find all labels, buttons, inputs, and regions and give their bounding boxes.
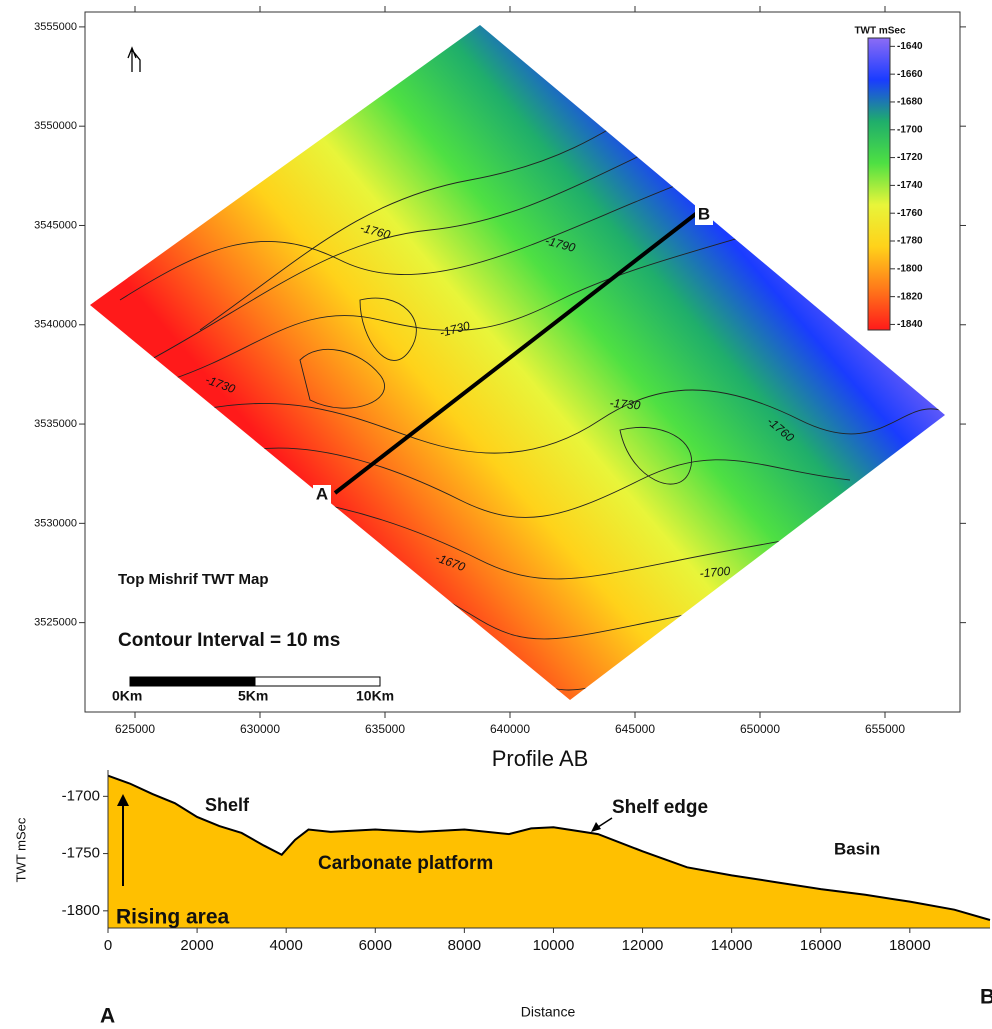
page: Profile AB 625000 630000 635000 640000 64500… (0, 0, 992, 1029)
x-tick-label: 4000 (269, 937, 302, 954)
colorbar-tick-label: -1700 (897, 124, 923, 135)
profile-title: Profile AB (492, 746, 589, 771)
x-tick-label: 625000 (115, 722, 155, 736)
x-tick-label: 650000 (740, 722, 780, 736)
figure: Profile AB 625000 630000 635000 640000 64500… (0, 0, 992, 1029)
point-label: A (316, 484, 328, 503)
north-arrow (128, 48, 140, 72)
y-tick-label: 3530000 (34, 517, 77, 529)
scale-label: 0Km (112, 688, 142, 704)
x-tick-label: 16000 (800, 937, 842, 954)
scale-label: 10Km (356, 688, 394, 704)
x-tick-label: 645000 (615, 722, 655, 736)
colorbar-tick-label: -1760 (897, 208, 923, 219)
twt-surface (90, 25, 945, 700)
annotation: Rising area (116, 906, 230, 929)
x-tick-label: 6000 (359, 937, 392, 954)
annotation: Carbonate platform (318, 853, 493, 874)
x-tick-label: 8000 (448, 937, 481, 954)
x-tick-label: 635000 (365, 722, 405, 736)
colorbar-tick-label: -1660 (897, 69, 923, 80)
y-tick-label: 3525000 (34, 617, 77, 629)
colorbar-tick-label: -1680 (897, 97, 923, 108)
colorbar-tick-label: -1740 (897, 180, 923, 191)
y-tick-label: 3555000 (34, 21, 77, 33)
x-tick-label: 14000 (711, 937, 753, 954)
shelf-edge-arrow-head (591, 822, 601, 832)
x-tick-label: 640000 (490, 722, 530, 736)
annotation: B (980, 986, 992, 1009)
y-tick-label: 3540000 (34, 319, 77, 331)
x-tick-label: 630000 (240, 722, 280, 736)
colorbar-tick-label: -1720 (897, 152, 923, 163)
x-tick-label: 10000 (533, 937, 575, 954)
scale-bar-black (130, 677, 255, 686)
point-label: B (698, 204, 710, 223)
scale-label: 5Km (238, 688, 268, 704)
x-tick-label: 18000 (889, 937, 931, 954)
colorbar-tick-label: -1780 (897, 236, 923, 247)
colorbar (868, 38, 890, 330)
y-tick-label: 3535000 (34, 418, 77, 430)
colorbar-tick-label: -1800 (897, 263, 923, 274)
x-tick-label: 655000 (865, 722, 905, 736)
colorbar-tick-label: -1820 (897, 291, 923, 302)
y-tick-label: -1800 (62, 902, 100, 919)
y-axis-label: TWT mSec (13, 817, 28, 882)
map-subtitle: Contour Interval = 10 ms (118, 630, 340, 651)
contour-label: -1730 (609, 396, 641, 413)
y-tick-label: -1700 (62, 787, 100, 804)
x-tick-label: 2000 (180, 937, 213, 954)
colorbar-title: TWT mSec (854, 26, 906, 37)
contour-label: -1700 (699, 564, 731, 581)
annotation: Shelf edge (612, 797, 708, 818)
annotation: Basin (834, 839, 880, 858)
colorbar-tick-label: -1640 (897, 41, 923, 52)
map-title: Top Mishrif TWT Map (118, 571, 269, 588)
y-tick-label: 3545000 (34, 219, 77, 231)
annotation: Shelf (205, 795, 250, 815)
x-tick-label: 0 (104, 937, 112, 954)
y-tick-label: -1750 (62, 845, 100, 862)
x-tick-label: 12000 (622, 937, 664, 954)
colorbar-tick-label: -1840 (897, 319, 923, 330)
y-tick-label: 3550000 (34, 120, 77, 132)
annotation: A (100, 1005, 115, 1028)
scale-bar-white (255, 677, 380, 686)
x-axis-label: Distance (521, 1004, 576, 1020)
